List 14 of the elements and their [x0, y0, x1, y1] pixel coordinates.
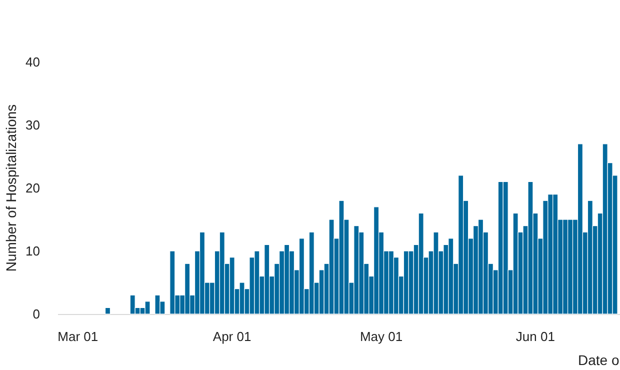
- x-tick-label: Apr 01: [212, 329, 252, 344]
- bar: [170, 250, 176, 314]
- x-tick-label: May 01: [360, 329, 403, 344]
- bar: [130, 294, 136, 314]
- y-tick-label: 20: [26, 180, 40, 196]
- y-tick-label: 0: [32, 306, 40, 322]
- x-tick-label: Jun 01: [516, 329, 555, 344]
- y-tick-label: 40: [26, 54, 40, 70]
- y-tick-label: 10: [26, 244, 40, 258]
- y-axis-title: Number of Hospitalizations: [3, 104, 19, 272]
- bar: [104, 307, 111, 314]
- x-axis-title: Date o: [578, 352, 620, 368]
- y-tick-label: 30: [26, 118, 40, 132]
- x-tick-label: Mar 01: [58, 329, 98, 344]
